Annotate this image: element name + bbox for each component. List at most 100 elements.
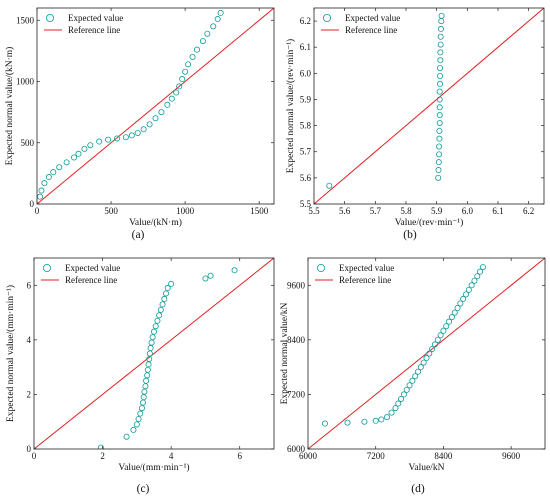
data-point xyxy=(152,323,159,330)
data-point xyxy=(56,164,63,171)
y-axis-label: Expected normal value/(mm·min⁻¹) xyxy=(5,285,16,422)
x-tick-label: 6.0 xyxy=(462,206,474,216)
data-point xyxy=(417,364,424,371)
y-tick-label: 6.2 xyxy=(300,16,311,26)
y-tick-label: 1500 xyxy=(16,15,35,25)
panel-label: (c) xyxy=(137,483,150,495)
data-point xyxy=(437,49,444,56)
data-point xyxy=(479,264,486,271)
data-point xyxy=(96,138,103,145)
data-point xyxy=(159,301,166,308)
y-tick-label: 8400 xyxy=(287,335,306,345)
data-point xyxy=(378,416,385,423)
x-tick-label: 1500 xyxy=(250,206,269,216)
x-tick-label: 6000 xyxy=(299,451,318,461)
data-point xyxy=(164,101,171,108)
data-point xyxy=(409,377,416,384)
data-point xyxy=(388,409,395,416)
data-point xyxy=(123,433,130,440)
reference-line xyxy=(314,8,544,204)
data-point xyxy=(392,405,399,412)
data-point xyxy=(71,154,78,161)
data-point xyxy=(460,295,467,302)
x-tick-label: 6.1 xyxy=(492,206,503,216)
data-point xyxy=(406,382,413,389)
chart-panel-b: 5.5 5.6 5.7 5.8 5.9 6.0 6.1 6.2 5.5 5.6 5.7 5.8 5.9 6… xyxy=(285,7,545,241)
y-tick-label: 0 xyxy=(30,199,35,209)
y-tick-label: 6.1 xyxy=(300,42,311,52)
data-point xyxy=(395,400,402,407)
legend-reference-label: Reference line xyxy=(65,275,117,285)
data-point xyxy=(436,151,443,158)
data-point xyxy=(138,405,145,412)
data-points xyxy=(37,9,224,200)
x-tick-label: 5.8 xyxy=(400,206,412,216)
data-point xyxy=(202,275,209,282)
data-point xyxy=(168,95,175,102)
x-tick-label: 5.9 xyxy=(431,206,443,216)
data-point xyxy=(87,142,94,149)
data-point xyxy=(440,327,447,334)
data-point xyxy=(113,135,120,142)
x-tick-label: 6 xyxy=(237,451,242,461)
data-point xyxy=(383,414,390,421)
data-point xyxy=(128,132,135,139)
data-point xyxy=(164,285,171,292)
data-point xyxy=(477,268,484,275)
x-axis-label: Value/(mm·min⁻¹) xyxy=(118,462,189,473)
data-point xyxy=(193,46,200,53)
data-point xyxy=(152,115,159,122)
data-point xyxy=(45,174,52,181)
chart-panel-a: 0 500 1000 1500 0 500 1000 1500 Value/(kN·m) Expe… xyxy=(4,7,275,241)
data-point xyxy=(154,317,161,324)
chart-panel-c: 0 2 4 6 0 2 4 6 Value/(mm·min⁻¹) Expected normal … xyxy=(5,257,275,495)
y-tick-label: 5.7 xyxy=(300,147,312,157)
data-point xyxy=(471,277,478,284)
legend-marker-icon xyxy=(46,13,55,22)
data-points xyxy=(321,264,486,427)
data-point xyxy=(436,127,443,134)
y-tick-label: 5.9 xyxy=(300,94,312,104)
x-tick-label: 2 xyxy=(100,451,105,461)
data-point xyxy=(457,300,464,307)
legend-expected-label: Expected value xyxy=(65,263,120,273)
x-tick-label: 9600 xyxy=(502,451,521,461)
y-tick-label: 7200 xyxy=(287,389,306,399)
panel-label: (b) xyxy=(403,229,417,241)
legend: Expected value Reference line xyxy=(315,263,394,285)
legend: Expected value Reference line xyxy=(321,13,400,35)
data-point xyxy=(435,167,442,174)
data-point xyxy=(437,41,444,48)
y-tick-label: 5.6 xyxy=(300,173,312,183)
data-point xyxy=(134,129,141,136)
legend-expected-label: Expected value xyxy=(345,13,400,23)
data-point xyxy=(38,187,45,194)
y-tick-label: 500 xyxy=(21,138,35,148)
data-point xyxy=(437,33,444,40)
data-point xyxy=(189,54,196,61)
data-points xyxy=(97,267,238,449)
legend-marker-icon xyxy=(322,13,331,22)
x-axis-label: Value/(rev·min⁻¹) xyxy=(395,217,464,228)
data-point xyxy=(426,350,433,357)
data-point xyxy=(140,399,147,406)
plot-frame xyxy=(313,7,545,205)
data-point xyxy=(148,339,155,346)
reference-line xyxy=(37,8,274,204)
legend-reference-label: Reference line xyxy=(345,25,397,35)
y-axis-label: Expected normal value/(kN·m) xyxy=(4,47,15,166)
data-point xyxy=(436,104,443,111)
reference-line xyxy=(34,258,274,449)
data-point xyxy=(144,366,151,373)
data-point xyxy=(140,126,147,133)
legend: Expected value Reference line xyxy=(44,13,123,35)
data-point xyxy=(105,136,112,143)
data-point xyxy=(412,373,419,380)
data-point xyxy=(97,444,104,449)
data-point xyxy=(140,394,147,401)
x-tick-label: 0 xyxy=(32,451,37,461)
data-point xyxy=(415,368,422,375)
data-point xyxy=(403,386,410,393)
data-point xyxy=(145,361,152,368)
